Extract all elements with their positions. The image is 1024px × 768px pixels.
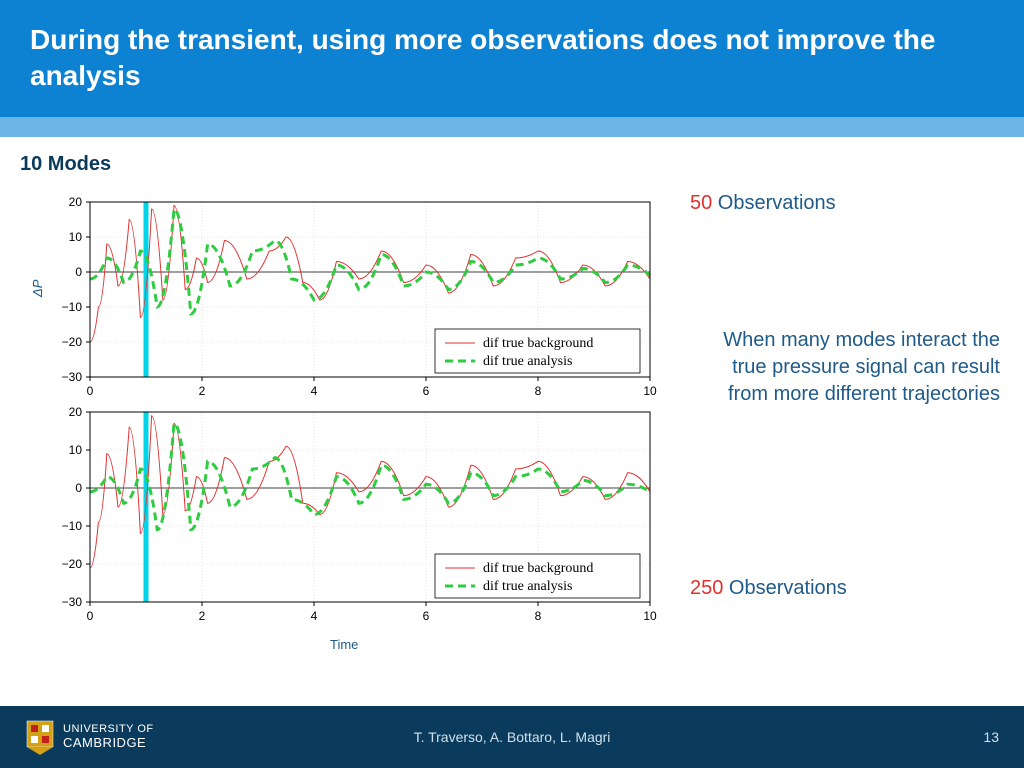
obs-label-top: 50 Observations — [690, 192, 1000, 215]
svg-text:4: 4 — [311, 609, 318, 623]
obs-label-bottom: 250 Observations — [690, 577, 1000, 600]
svg-text:−20: −20 — [62, 557, 83, 571]
obs-bottom-word: Observations — [723, 577, 846, 599]
svg-text:10: 10 — [643, 609, 657, 623]
obs-bottom-num: 250 — [690, 577, 723, 599]
svg-text:4: 4 — [311, 384, 318, 398]
svg-text:10: 10 — [69, 230, 83, 244]
svg-text:0: 0 — [75, 481, 82, 495]
svg-text:6: 6 — [423, 384, 430, 398]
authors-text: T. Traverso, A. Bottaro, L. Magri — [0, 729, 1024, 745]
svg-text:0: 0 — [87, 609, 94, 623]
svg-text:2: 2 — [199, 384, 206, 398]
svg-text:−10: −10 — [62, 519, 83, 533]
slide-header: During the transient, using more observa… — [0, 0, 1024, 117]
content-area: 10 Modes ΔP −30−20−10010200246810dif tru… — [0, 137, 1024, 707]
svg-text:dif true background: dif true background — [483, 336, 593, 351]
svg-text:dif true analysis: dif true analysis — [483, 579, 572, 594]
svg-text:−20: −20 — [62, 335, 83, 349]
slide-footer: UNIVERSITY OF CAMBRIDGE T. Traverso, A. … — [0, 706, 1024, 768]
chart-stack: −30−20−10010200246810dif true background… — [40, 192, 660, 627]
chart-top: −30 −20 −10 0 10 20 0 2 4 6 8 10 dif true background… — [40, 192, 660, 402]
svg-text:0: 0 — [87, 384, 94, 398]
svg-text:2: 2 — [199, 609, 206, 623]
svg-text:8: 8 — [535, 609, 542, 623]
svg-text:−30: −30 — [62, 595, 83, 609]
svg-text:20: 20 — [69, 405, 83, 419]
modes-label: 10 Modes — [20, 153, 1004, 176]
svg-text:0: 0 — [75, 265, 82, 279]
svg-text:10: 10 — [69, 443, 83, 457]
slide-title: During the transient, using more observa… — [30, 22, 994, 95]
chart-bottom: −30 −20 −10 0 10 20 0 2 4 6 8 10 dif true background… — [40, 402, 660, 627]
svg-text:−10: −10 — [62, 300, 83, 314]
svg-text:dif true background: dif true background — [483, 561, 593, 576]
svg-text:−30: −30 — [62, 370, 83, 384]
header-accent-bar — [0, 117, 1024, 137]
obs-top-num: 50 — [690, 192, 712, 214]
svg-text:dif true analysis: dif true analysis — [483, 354, 572, 369]
svg-text:6: 6 — [423, 609, 430, 623]
svg-text:8: 8 — [535, 384, 542, 398]
description-text: When many modes interact the true pressu… — [690, 327, 1000, 408]
svg-text:10: 10 — [643, 384, 657, 398]
svg-text:20: 20 — [69, 195, 83, 209]
x-axis-label: Time — [330, 637, 358, 652]
obs-top-word: Observations — [712, 192, 835, 214]
